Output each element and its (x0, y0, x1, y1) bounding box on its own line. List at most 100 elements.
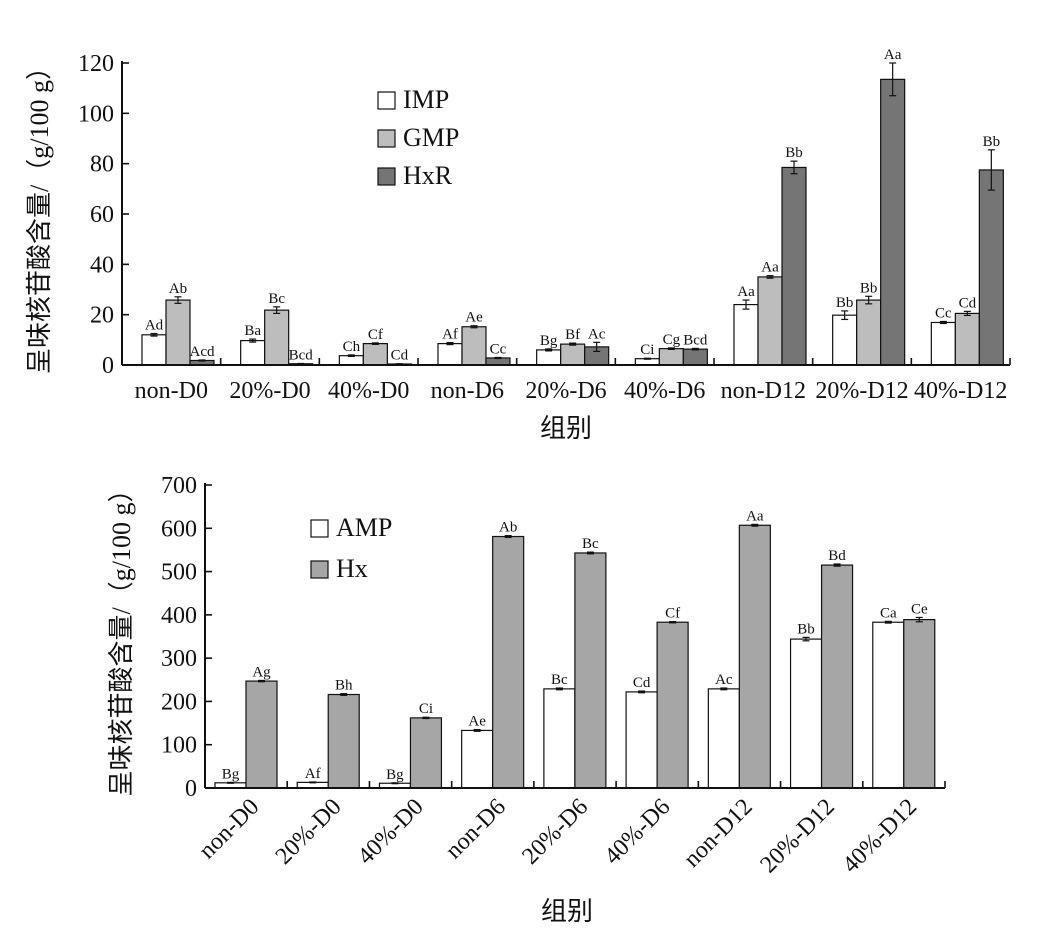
sig-label-GMP-6: Aa (761, 260, 779, 276)
bar-IMP-non-D6 (437, 343, 463, 366)
sig-label-Hx-1: Bh (335, 678, 353, 694)
bar-IMP-40%-D0 (338, 355, 364, 366)
bar-IMP-40%-D12 (930, 321, 956, 366)
bar-Hx-40%-D12 (903, 619, 936, 789)
sig-label-GMP-1: Bc (268, 291, 285, 307)
legend-swatch-IMP (377, 91, 396, 110)
y-tick-label-5: 100 (78, 101, 114, 127)
sig-label-HxR-7: Aa (884, 47, 902, 63)
category-label-6: non-D12 (721, 378, 806, 404)
category-label-4: 20%-D6 (525, 378, 606, 404)
sig-label-HxR-3: Cc (490, 341, 507, 357)
sig-label-HxR-6: Bb (785, 145, 803, 161)
legend-swatch-Hx (310, 560, 329, 579)
y-tick-label-1: 20 (90, 303, 114, 329)
category-label-4: 20%-D6 (517, 794, 593, 870)
y-tick-label-3: 300 (161, 646, 197, 672)
bar-GMP-non-D12 (757, 276, 783, 366)
y-tick-label-7: 700 (161, 473, 197, 499)
sig-label-GMP-2: Cf (368, 327, 383, 343)
bar-GMP-20%-D0 (264, 309, 290, 366)
category-label-1: 20%-D0 (271, 794, 347, 870)
legend-label-Hx: Hx (336, 554, 368, 583)
legend-swatch-AMP (310, 519, 329, 538)
bar-GMP-40%-D12 (954, 312, 980, 366)
bar-Hx-40%-D0 (409, 717, 443, 789)
y-axis-title: 呈味核苷酸含量/（g/100 g） (107, 477, 136, 797)
bar-HxR-20%-D12 (880, 78, 906, 366)
bar-AMP-20%-D12 (789, 638, 823, 789)
category-label-0: non-D0 (194, 794, 264, 864)
bar-Hx-non-D6 (492, 535, 525, 789)
category-label-5: 40%-D6 (624, 378, 705, 404)
sig-label-Hx-3: Ab (499, 520, 517, 536)
category-label-0: non-D0 (135, 378, 208, 404)
sig-label-GMP-3: Ae (465, 310, 483, 326)
sig-label-IMP-7: Bb (836, 295, 854, 311)
category-label-2: 40%-D0 (353, 794, 429, 870)
sig-label-HxR-4: Ac (588, 326, 606, 342)
legend-label-HxR: HxR (403, 161, 453, 190)
category-label-7: 20%-D12 (815, 378, 908, 404)
sig-label-AMP-3: Ae (468, 714, 486, 730)
sig-label-GMP-8: Cd (959, 295, 977, 311)
bar-GMP-40%-D6 (658, 348, 684, 366)
bar-GMP-40%-D0 (362, 343, 388, 366)
sig-label-IMP-4: Bg (540, 333, 558, 349)
y-tick-label-4: 80 (90, 152, 114, 178)
bar-HxR-40%-D12 (978, 169, 1004, 366)
sig-label-IMP-8: Cc (935, 305, 952, 321)
category-label-8: 40%-D12 (914, 378, 1007, 404)
y-tick-label-4: 400 (161, 603, 197, 629)
bar-HxR-40%-D6 (682, 348, 708, 366)
bar-Hx-20%-D12 (820, 564, 854, 789)
y-tick-label-6: 120 (78, 51, 114, 77)
sig-label-AMP-1: Af (305, 766, 321, 782)
bar-GMP-20%-D12 (856, 299, 882, 366)
sig-label-IMP-5: Ci (640, 342, 654, 358)
bar-Hx-20%-D6 (574, 552, 607, 789)
bar-GMP-20%-D6 (560, 343, 586, 366)
sig-label-Hx-0: Ag (252, 664, 271, 680)
bar-AMP-40%-D12 (872, 621, 905, 789)
sig-label-AMP-5: Cd (633, 675, 651, 691)
sig-label-IMP-3: Af (442, 327, 458, 343)
y-tick-label-6: 600 (161, 516, 197, 542)
y-tick-label-3: 60 (90, 202, 114, 228)
bar-AMP-non-D6 (461, 729, 494, 789)
y-tick-label-2: 40 (90, 252, 114, 278)
bar-Hx-non-D12 (738, 524, 771, 789)
x-axis-title: 组别 (541, 897, 593, 926)
bar-GMP-non-D6 (461, 326, 487, 366)
legend-label-GMP: GMP (403, 123, 459, 152)
sig-label-AMP-8: Ca (880, 605, 897, 621)
sig-label-IMP-6: Aa (737, 284, 755, 300)
category-label-1: 20%-D0 (229, 378, 310, 404)
legend-label-IMP: IMP (403, 85, 449, 114)
sig-label-GMP-0: Ab (169, 281, 187, 297)
sig-label-GMP-5: Cg (663, 332, 681, 348)
bar-IMP-20%-D6 (536, 349, 562, 366)
sig-label-GMP-7: Bb (860, 280, 878, 296)
y-tick-label-0: 0 (102, 353, 114, 379)
category-label-3: non-D6 (441, 794, 511, 864)
sig-label-HxR-0: Acd (190, 344, 215, 360)
y-tick-label-5: 500 (161, 560, 197, 586)
category-label-7: 20%-D12 (756, 794, 840, 878)
bar-Hx-non-D0 (245, 680, 278, 789)
category-label-5: 40%-D6 (600, 794, 676, 870)
bar-IMP-20%-D0 (240, 339, 266, 366)
bar-AMP-20%-D6 (543, 688, 576, 789)
sig-label-AMP-6: Ac (715, 672, 733, 688)
sig-label-IMP-1: Ba (244, 323, 261, 339)
bar-AMP-non-D12 (707, 688, 740, 789)
sig-label-IMP-0: Ad (145, 318, 164, 334)
category-label-3: non-D6 (431, 378, 504, 404)
y-axis-title: 呈味核苷酸含量/（g/100 g） (25, 54, 54, 374)
sig-label-Hx-7: Bd (828, 548, 846, 564)
bar-AMP-40%-D6 (625, 691, 658, 789)
bar-Hx-20%-D0 (327, 693, 360, 789)
bar-IMP-non-D0 (141, 334, 167, 366)
chart-bottom: 0 100 200 300 400 500 600 700 non-D0 20%-D0 40%-D0… (107, 473, 946, 926)
